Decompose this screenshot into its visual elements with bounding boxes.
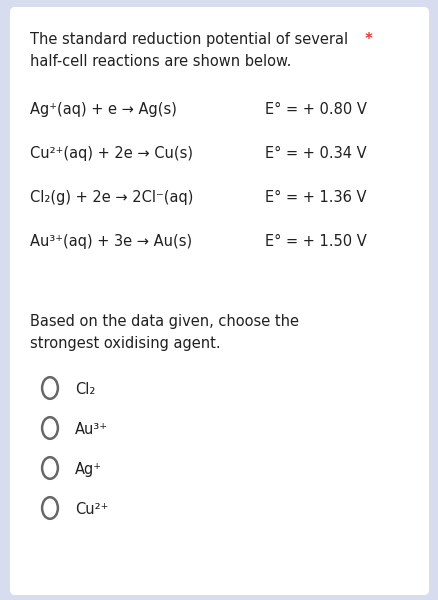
Text: E° = + 1.36 V: E° = + 1.36 V <box>265 190 366 205</box>
Text: Ag⁺(aq) + e → Ag(s): Ag⁺(aq) + e → Ag(s) <box>30 102 177 117</box>
Text: E° = + 1.50 V: E° = + 1.50 V <box>265 234 366 249</box>
Text: Cl₂(g) + 2e → 2Cl⁻(aq): Cl₂(g) + 2e → 2Cl⁻(aq) <box>30 190 193 205</box>
Circle shape <box>42 377 58 399</box>
Text: Ag⁺: Ag⁺ <box>75 462 102 477</box>
Text: E° = + 0.80 V: E° = + 0.80 V <box>265 102 366 117</box>
Circle shape <box>42 457 58 479</box>
Text: Cu²⁺(aq) + 2e → Cu(s): Cu²⁺(aq) + 2e → Cu(s) <box>30 146 193 161</box>
Text: E° = + 0.34 V: E° = + 0.34 V <box>265 146 366 161</box>
FancyBboxPatch shape <box>10 7 428 595</box>
Circle shape <box>42 417 58 439</box>
Text: Cu²⁺: Cu²⁺ <box>75 502 108 517</box>
Text: strongest oxidising agent.: strongest oxidising agent. <box>30 336 220 351</box>
Text: *: * <box>359 32 372 47</box>
Text: half-cell reactions are shown below.: half-cell reactions are shown below. <box>30 54 291 69</box>
Text: Au³⁺: Au³⁺ <box>75 422 108 437</box>
Circle shape <box>42 497 58 519</box>
Text: Au³⁺(aq) + 3e → Au(s): Au³⁺(aq) + 3e → Au(s) <box>30 234 192 249</box>
Text: The standard reduction potential of several: The standard reduction potential of seve… <box>30 32 347 47</box>
Text: Based on the data given, choose the: Based on the data given, choose the <box>30 314 298 329</box>
Text: Cl₂: Cl₂ <box>75 382 95 397</box>
